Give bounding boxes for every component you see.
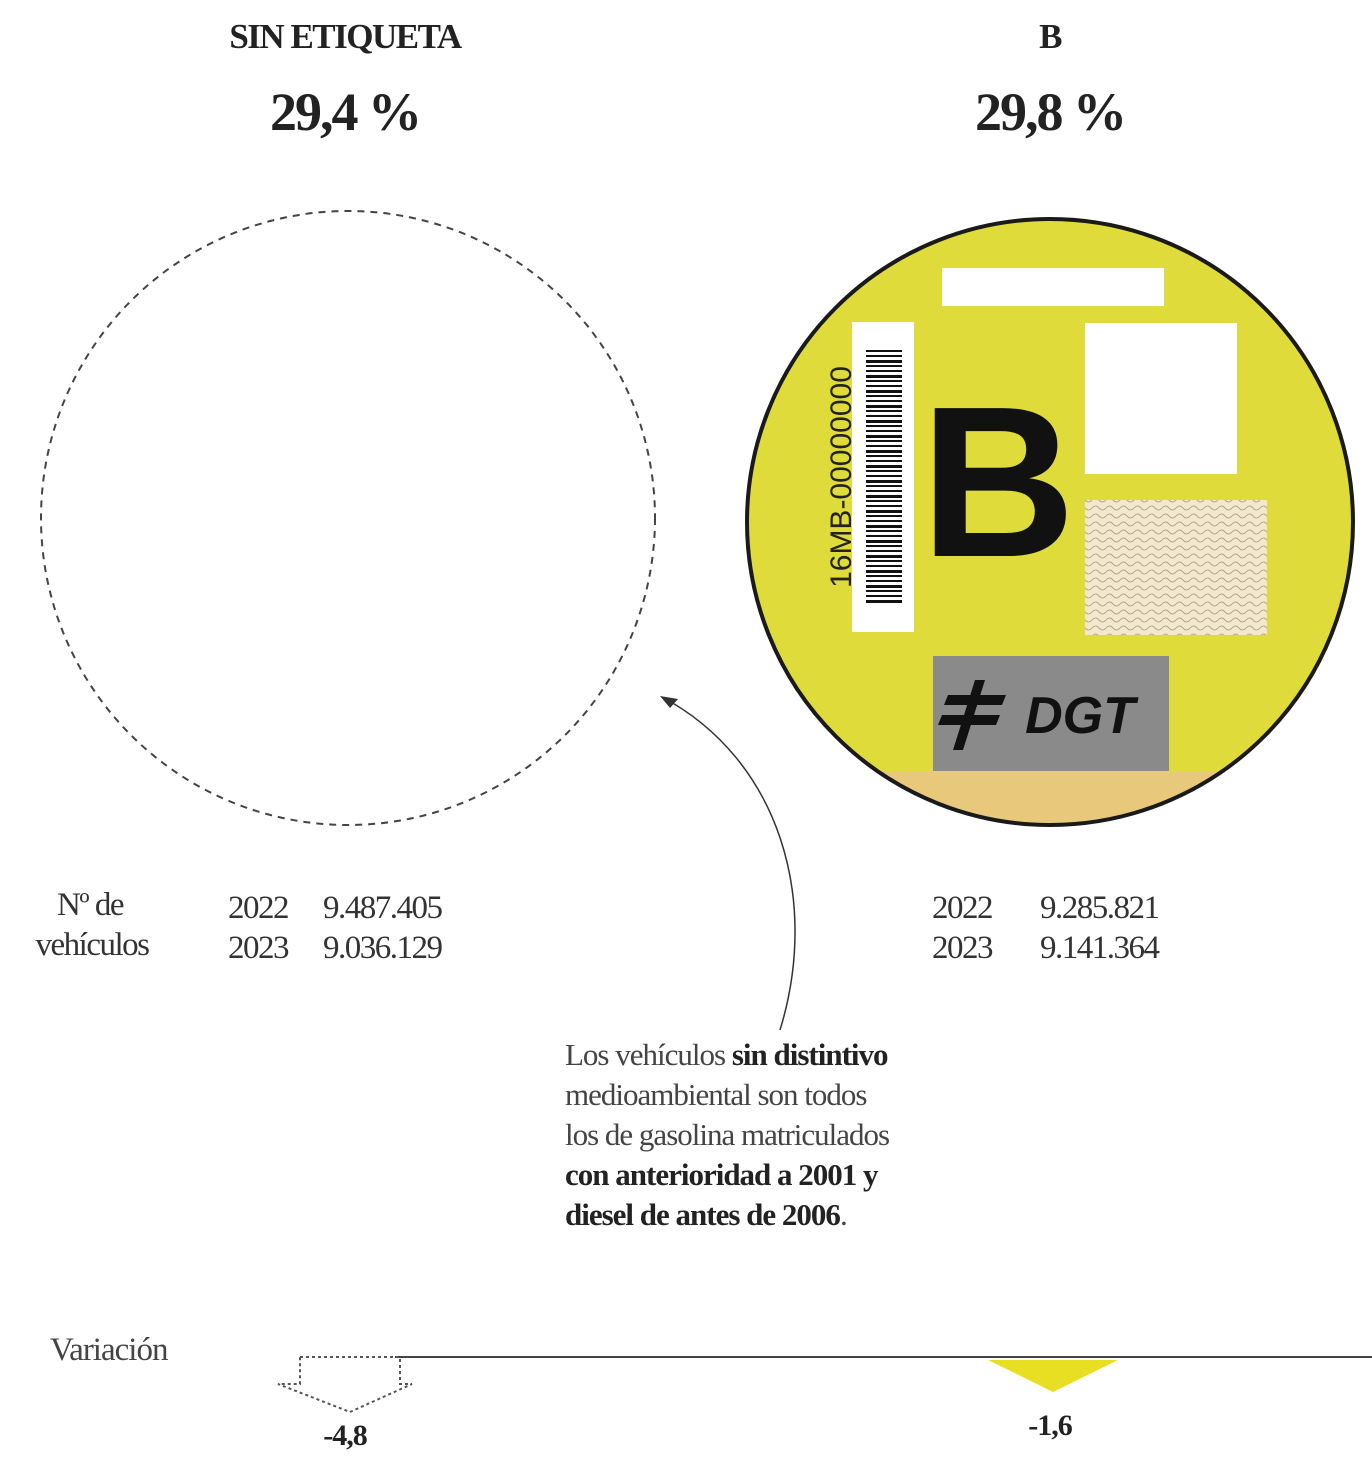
barcode-bar bbox=[866, 490, 902, 492]
variation-value: -1,6 bbox=[1028, 1409, 1072, 1442]
column-label: SIN ETIQUETA bbox=[229, 17, 463, 56]
barcode-bar bbox=[866, 375, 902, 378]
barcode-bar bbox=[866, 420, 902, 423]
barcode-bar bbox=[866, 545, 902, 547]
sticker-code: 16MB-00000000 bbox=[825, 366, 858, 588]
barcode-bar bbox=[866, 450, 902, 453]
barcode-bar bbox=[866, 530, 902, 532]
note-run: sin distintivo bbox=[732, 1037, 888, 1072]
variation-value: -4,8 bbox=[323, 1419, 367, 1452]
empty-sticker bbox=[41, 211, 655, 825]
barcode-bar bbox=[866, 350, 902, 352]
barcode-bar bbox=[866, 595, 902, 597]
arrow bbox=[662, 697, 795, 1030]
vehicles-label: Nº de bbox=[57, 887, 124, 923]
barcode-bar bbox=[866, 485, 902, 487]
barcode-bar bbox=[866, 405, 902, 408]
arrow-head bbox=[660, 696, 678, 708]
note-line: medioambiental son todos bbox=[565, 1077, 866, 1112]
barcode-bar bbox=[866, 525, 902, 528]
vehicles-label: vehículos bbox=[36, 927, 150, 963]
barcode-bar bbox=[866, 440, 902, 442]
barcode-bar bbox=[866, 400, 902, 402]
note-line: con anterioridad a 2001 y bbox=[565, 1157, 879, 1192]
barcode-bar bbox=[866, 570, 902, 573]
barcode-bar bbox=[866, 540, 902, 543]
barcode-bar bbox=[866, 580, 902, 582]
count: 9.036.129 bbox=[323, 930, 443, 966]
barcode-bar bbox=[866, 410, 902, 412]
barcode-bar bbox=[866, 380, 902, 382]
barcode-bar bbox=[866, 430, 902, 432]
note-run: con anterioridad a 2001 y bbox=[565, 1157, 879, 1192]
barcode-bar bbox=[866, 550, 902, 552]
sticker-brand: DGT bbox=[1025, 687, 1139, 745]
barcode-bar bbox=[866, 370, 902, 372]
barcode-bar bbox=[866, 535, 902, 537]
barcode-bar bbox=[866, 495, 902, 498]
variation-label: Variación bbox=[50, 1332, 168, 1368]
barcode-bar bbox=[866, 360, 902, 363]
barcode-bar bbox=[866, 600, 902, 603]
barcode-bar bbox=[866, 355, 902, 357]
barcode-bar bbox=[866, 455, 902, 457]
year: 2023 bbox=[228, 930, 289, 966]
note-run: . bbox=[840, 1197, 847, 1232]
barcode-bar bbox=[866, 560, 902, 562]
infographic: 16MB-00000000 B DGT Nº de vehículos Vari… bbox=[0, 0, 1372, 1463]
barcode-bar bbox=[866, 385, 902, 387]
note-run: Los vehículos bbox=[565, 1037, 732, 1072]
note: Los vehículos sin distintivo medioambient… bbox=[565, 1037, 889, 1232]
barcode-bar bbox=[866, 425, 902, 427]
barcode-bar bbox=[866, 390, 902, 393]
variation-arrow bbox=[278, 1357, 412, 1412]
barcode-bar bbox=[866, 505, 902, 507]
year: 2023 bbox=[932, 930, 993, 966]
count: 9.285.821 bbox=[1040, 890, 1159, 926]
column-label: B bbox=[1039, 17, 1062, 56]
barcode-bar bbox=[866, 475, 902, 477]
count: 9.141.364 bbox=[1040, 930, 1160, 966]
year: 2022 bbox=[228, 890, 288, 926]
note-run: diesel de antes de 2006 bbox=[565, 1197, 840, 1232]
barcode-bar bbox=[866, 555, 902, 558]
barcode-bar bbox=[866, 565, 902, 567]
sticker-letter: B bbox=[920, 361, 1075, 602]
barcode-bar bbox=[866, 415, 902, 417]
variation-arrow bbox=[988, 1360, 1118, 1392]
barcode-bar bbox=[866, 395, 902, 397]
barcode-bar bbox=[866, 470, 902, 472]
barcode-bar bbox=[866, 365, 902, 367]
barcode-bar bbox=[866, 500, 902, 502]
barcode-bar bbox=[866, 590, 902, 592]
note-run: medioambiental son todos bbox=[565, 1077, 866, 1112]
year: 2022 bbox=[932, 890, 992, 926]
barcode-bar bbox=[866, 435, 902, 438]
barcode-bar bbox=[866, 575, 902, 577]
barcode-bar bbox=[866, 520, 902, 522]
barcode-bar bbox=[866, 465, 902, 468]
note-line: Los vehículos sin distintivo bbox=[565, 1037, 888, 1072]
note-line: los de gasolina matriculados bbox=[565, 1117, 889, 1152]
barcode-bar bbox=[866, 460, 902, 462]
barcode-bar bbox=[866, 480, 902, 483]
barcode-bar bbox=[866, 515, 902, 517]
note-line: diesel de antes de 2006. bbox=[565, 1197, 847, 1232]
barcode-bar bbox=[866, 445, 902, 447]
count: 9.487.405 bbox=[323, 890, 443, 926]
barcode-bar bbox=[866, 585, 902, 588]
share: 29,8 % bbox=[975, 82, 1125, 142]
note-run: los de gasolina matriculados bbox=[565, 1117, 889, 1152]
share: 29,4 % bbox=[270, 82, 420, 142]
barcode-bar bbox=[866, 510, 902, 513]
